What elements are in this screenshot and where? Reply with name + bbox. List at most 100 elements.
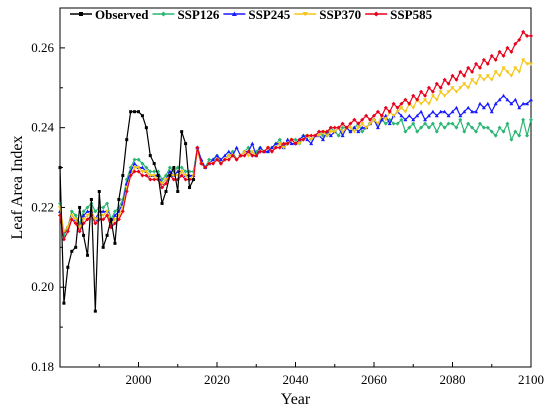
data-point-ssp585 [430, 89, 435, 94]
data-point-ssp585 [148, 177, 153, 182]
data-point-ssp370 [297, 142, 302, 146]
data-point-observed [93, 309, 97, 313]
data-point-observed [144, 126, 148, 130]
data-point-ssp585 [281, 141, 286, 146]
data-point-ssp585 [485, 61, 490, 66]
data-point-ssp585 [246, 149, 251, 154]
series-ssp585 [58, 29, 533, 242]
data-point-ssp245 [112, 213, 117, 217]
data-point-ssp126 [167, 165, 172, 170]
data-point-ssp585 [375, 109, 380, 114]
data-point-ssp245 [438, 109, 443, 114]
data-point-ssp585 [101, 217, 106, 222]
data-point-ssp126 [501, 129, 506, 134]
data-point-observed [101, 245, 105, 249]
y-tick-label: 0.24 [31, 120, 54, 135]
data-point-ssp585 [313, 133, 318, 138]
data-point-observed [172, 166, 176, 170]
data-point-ssp245 [513, 97, 518, 102]
data-point-ssp245 [301, 133, 306, 138]
data-point-ssp370 [352, 130, 357, 134]
data-point-ssp370 [485, 74, 490, 78]
data-point-ssp585 [497, 49, 502, 54]
data-point-ssp585 [85, 217, 90, 222]
data-point-ssp585 [105, 213, 110, 218]
data-point-ssp370 [442, 94, 447, 98]
data-point-ssp370 [77, 225, 82, 230]
data-point-ssp585 [470, 69, 475, 74]
data-point-ssp245 [348, 129, 353, 134]
data-point-ssp585 [493, 57, 498, 62]
data-point-ssp126 [489, 129, 494, 134]
data-point-observed [89, 197, 93, 201]
data-point-ssp370 [242, 150, 247, 154]
data-point-ssp126 [415, 129, 420, 134]
data-point-observed [109, 217, 113, 221]
data-point-ssp126 [69, 209, 74, 214]
data-point-ssp126 [407, 125, 412, 130]
data-point-ssp245 [85, 209, 90, 213]
data-point-ssp126 [446, 121, 451, 126]
data-point-ssp370 [525, 62, 530, 66]
series-observed [58, 110, 195, 313]
data-point-ssp370 [360, 122, 365, 126]
data-point-ssp370 [101, 213, 106, 218]
data-point-ssp585 [529, 33, 533, 38]
data-point-ssp126 [340, 125, 345, 130]
data-point-ssp370 [317, 134, 322, 138]
data-point-ssp585 [356, 121, 361, 126]
data-point-ssp245 [81, 213, 86, 217]
data-point-observed [74, 245, 78, 249]
data-point-ssp126 [105, 201, 110, 206]
legend-swatch-marker [231, 11, 237, 16]
data-point-ssp370 [458, 86, 463, 90]
data-point-ssp126 [73, 213, 78, 218]
data-point-observed [133, 110, 137, 114]
data-point-ssp126 [458, 117, 463, 122]
data-point-observed [113, 241, 117, 245]
y-axis-title: Leaf Area Index [9, 136, 26, 240]
data-point-ssp245 [132, 161, 137, 166]
data-point-observed [70, 249, 74, 253]
data-point-observed [97, 189, 101, 193]
data-point-ssp126 [140, 161, 145, 166]
data-point-ssp245 [423, 117, 428, 122]
data-point-ssp370 [419, 102, 424, 106]
data-point-ssp370 [438, 90, 443, 94]
data-point-ssp370 [340, 130, 345, 134]
data-point-ssp585 [466, 65, 471, 70]
data-point-ssp585 [277, 145, 282, 150]
data-point-ssp585 [372, 113, 376, 118]
data-point-observed [140, 114, 144, 118]
data-point-ssp245 [379, 117, 384, 122]
data-point-ssp370 [403, 110, 408, 114]
data-point-ssp245 [218, 157, 223, 162]
data-point-ssp126 [85, 205, 90, 210]
data-point-ssp245 [470, 109, 475, 114]
data-point-ssp245 [497, 97, 502, 102]
data-point-ssp126 [132, 157, 137, 162]
data-point-ssp245 [430, 109, 435, 114]
data-point-ssp585 [203, 165, 208, 170]
data-point-ssp585 [124, 189, 129, 194]
data-point-observed [156, 174, 160, 178]
data-point-ssp585 [144, 173, 149, 178]
data-point-ssp585 [230, 153, 235, 158]
data-point-ssp370 [470, 78, 475, 82]
data-point-ssp370 [481, 78, 486, 82]
data-point-ssp585 [474, 61, 479, 66]
data-point-ssp245 [215, 153, 219, 158]
data-point-ssp370 [144, 170, 149, 174]
y-tick-label: 0.18 [31, 359, 54, 374]
data-point-ssp245 [415, 113, 420, 118]
data-point-ssp370 [462, 82, 467, 86]
data-point-ssp245 [399, 113, 404, 118]
data-point-ssp245 [426, 113, 431, 118]
data-point-ssp585 [415, 97, 420, 102]
data-point-ssp370 [493, 70, 498, 74]
data-point-ssp370 [93, 217, 98, 222]
data-point-ssp245 [273, 141, 278, 146]
data-point-ssp245 [387, 121, 392, 126]
axis-ticks: 2000 2020 2040 2060 2080 2100 0.18 0.20 0.22 0.24… [31, 40, 544, 387]
data-point-ssp585 [195, 145, 200, 150]
